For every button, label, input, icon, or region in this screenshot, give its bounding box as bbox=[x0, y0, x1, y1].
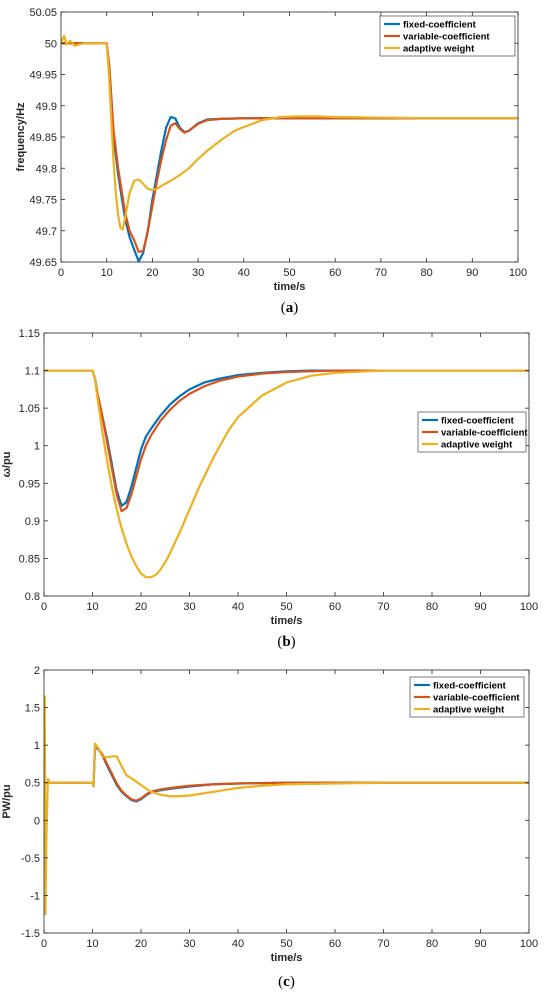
x-tick-label: 80 bbox=[420, 267, 432, 279]
x-axis-label: time/s bbox=[274, 281, 306, 293]
figure-caption: (b) bbox=[277, 634, 295, 650]
figure-caption: (c) bbox=[278, 974, 295, 990]
x-tick-label: 50 bbox=[283, 267, 295, 279]
figure-caption: (a) bbox=[281, 300, 299, 316]
x-tick-label: 60 bbox=[329, 267, 341, 279]
x-tick-label: 20 bbox=[135, 601, 147, 613]
y-tick-label: 1.15 bbox=[19, 328, 40, 340]
legend-entry: adaptive weight bbox=[433, 705, 505, 716]
y-tick-label: 49.85 bbox=[29, 132, 57, 144]
x-axis-label: time/s bbox=[271, 952, 303, 964]
x-tick-label: 100 bbox=[520, 938, 538, 950]
x-tick-label: 10 bbox=[101, 267, 113, 279]
x-tick-label: 60 bbox=[329, 938, 341, 950]
y-tick-label: 0.8 bbox=[25, 591, 40, 603]
x-tick-label: 30 bbox=[192, 267, 204, 279]
y-tick-label: 1 bbox=[34, 441, 40, 453]
y-tick-label: 0.95 bbox=[19, 478, 40, 490]
x-tick-label: 100 bbox=[509, 267, 527, 279]
x-tick-label: 20 bbox=[135, 938, 147, 950]
x-tick-label: 60 bbox=[329, 601, 341, 613]
series-line-adaptive-weight bbox=[61, 34, 518, 231]
x-tick-label: 40 bbox=[232, 938, 244, 950]
chart-a: 0 10 20 30 40 50 60 70 80 90 100 49.65 49.7 49.75 49.8… bbox=[15, 7, 527, 316]
series-group bbox=[61, 34, 518, 262]
series-group bbox=[44, 369, 529, 579]
x-tick-label: 70 bbox=[377, 938, 389, 950]
legend-box bbox=[379, 15, 516, 57]
x-tick-label: 70 bbox=[377, 601, 389, 613]
y-tick-label: 0 bbox=[34, 815, 40, 827]
x-tick-label: 30 bbox=[183, 938, 195, 950]
legend-entry: variable-coefficient bbox=[433, 693, 520, 704]
y-axis-label: ω/pu bbox=[1, 452, 13, 478]
x-tick-label: 10 bbox=[86, 601, 98, 613]
y-tick-label: 49.95 bbox=[29, 70, 57, 82]
y-axis-label: frequency/Hz bbox=[15, 102, 27, 172]
y-tick-label: 0.85 bbox=[19, 553, 40, 565]
legend-entry: fixed-coefficient bbox=[441, 416, 515, 427]
x-tick-label: 80 bbox=[426, 938, 438, 950]
x-tick-label: 50 bbox=[280, 601, 292, 613]
y-tick-label: 1.5 bbox=[25, 703, 40, 715]
chart-b: 0 10 20 30 40 50 60 70 80 90 100 0.8 0.85 0.9 0.95 1 1.0… bbox=[1, 328, 538, 650]
x-tick-label: 100 bbox=[520, 601, 538, 613]
y-tick-label: 1.1 bbox=[25, 366, 40, 378]
x-tick-label: 80 bbox=[426, 601, 438, 613]
legend-entry: adaptive weight bbox=[403, 44, 475, 55]
legend: fixed-coefficientvariable-coefficientada… bbox=[417, 411, 528, 453]
x-tick-label: 0 bbox=[41, 938, 47, 950]
series-line-adaptive-weight bbox=[44, 369, 529, 579]
x-tick-label: 40 bbox=[232, 601, 244, 613]
y-tick-label: 49.7 bbox=[36, 226, 57, 238]
y-tick-label: -0.5 bbox=[21, 853, 40, 865]
y-tick-label: 49.8 bbox=[36, 163, 57, 175]
y-tick-label: 50.05 bbox=[29, 7, 57, 19]
chart-c: 0 10 20 30 40 50 60 70 80 90 100 -1.5 -1 -0.5 0 0.5 1 1.5… bbox=[1, 665, 538, 990]
y-tick-label: 50 bbox=[45, 38, 57, 50]
x-tick-label: 0 bbox=[41, 601, 47, 613]
series-group bbox=[44, 695, 529, 916]
y-tick-label: -1.5 bbox=[21, 928, 40, 940]
x-tick-label: 90 bbox=[466, 267, 478, 279]
y-tick-label: -1 bbox=[30, 890, 40, 902]
x-tick-label: 90 bbox=[474, 938, 486, 950]
plot-area bbox=[44, 333, 529, 596]
y-tick-label: 2 bbox=[34, 665, 40, 677]
y-tick-label: 49.9 bbox=[36, 101, 57, 113]
x-tick-label: 0 bbox=[58, 267, 64, 279]
y-tick-label: 0.5 bbox=[25, 778, 40, 790]
legend-entry: fixed-coefficient bbox=[403, 20, 477, 31]
x-tick-label: 40 bbox=[238, 267, 250, 279]
legend: fixed-coefficientvariable-coefficientada… bbox=[409, 676, 525, 718]
x-axis-label: time/s bbox=[271, 615, 303, 627]
x-tick-label: 50 bbox=[280, 938, 292, 950]
x-tick-label: 20 bbox=[146, 267, 158, 279]
x-tick-label: 90 bbox=[474, 601, 486, 613]
legend-entry: adaptive weight bbox=[441, 440, 513, 451]
y-tick-label: 1 bbox=[34, 740, 40, 752]
y-tick-label: 1.05 bbox=[19, 403, 40, 415]
series-line-variable-coefficient bbox=[44, 369, 529, 513]
legend-entry: fixed-coefficient bbox=[433, 681, 507, 692]
y-tick-label: 49.75 bbox=[29, 195, 57, 207]
x-tick-label: 30 bbox=[183, 601, 195, 613]
legend-entry: variable-coefficient bbox=[403, 32, 490, 43]
legend: fixed-coefficientvariable-coefficientada… bbox=[379, 15, 516, 57]
x-tick-label: 10 bbox=[86, 938, 98, 950]
series-line-adaptive-weight bbox=[44, 695, 529, 916]
y-tick-label: 0.9 bbox=[25, 516, 40, 528]
series-line-variable-coefficient bbox=[61, 42, 518, 254]
y-tick-label: 49.65 bbox=[29, 257, 57, 269]
x-tick-label: 70 bbox=[375, 267, 387, 279]
legend-entry: variable-coefficient bbox=[441, 428, 528, 439]
y-axis-label: PW/pu bbox=[1, 784, 13, 818]
